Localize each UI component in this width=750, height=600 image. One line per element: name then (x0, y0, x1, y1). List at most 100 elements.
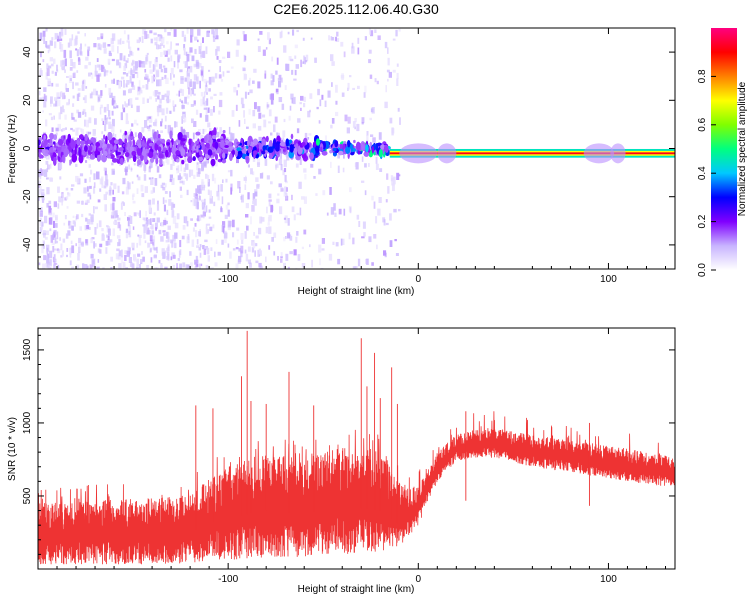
spectrogram-cell (182, 262, 186, 268)
spectrogram-cell (64, 127, 67, 130)
spectrogram-cell (117, 217, 121, 221)
spectrogram-cell (40, 52, 42, 58)
spectrogram-cell (257, 81, 261, 89)
spectrogram-cell (222, 226, 225, 234)
spectrogram-cell (108, 228, 111, 236)
spectrogram-cell (334, 140, 339, 148)
spectrogram-cell (186, 136, 188, 144)
spectrogram-cell (116, 151, 121, 155)
spectrogram-cell (63, 135, 66, 139)
spectrogram-cell (67, 42, 71, 48)
spectrogram-cell (88, 131, 92, 135)
spectrogram-cell (69, 247, 72, 255)
spectrogram-cell (93, 241, 95, 249)
spectrogram-cell (148, 177, 152, 180)
spectrogram-cell (309, 152, 314, 160)
spectrogram-cell (144, 224, 148, 231)
spectrogram-cell (299, 207, 302, 216)
spectrogram-cell (268, 38, 271, 45)
spectrogram-cell (222, 179, 224, 183)
spectrogram-cell (276, 198, 280, 204)
spectrogram-cell (321, 94, 324, 100)
spectrogram-cell (170, 73, 172, 80)
spectrogram-cell (273, 251, 276, 256)
spectrogram-cell (231, 219, 235, 228)
spectrogram-cell (69, 152, 73, 157)
spectrogram-cell (48, 147, 55, 153)
spectrogram-cell (188, 138, 192, 146)
spectrogram-cell (132, 154, 137, 162)
spectrogram-cell (122, 90, 126, 96)
spectrogram-cell (283, 168, 287, 173)
spectrogram-cell (104, 71, 108, 76)
spectrogram-cell (315, 193, 318, 196)
spectrogram-cell (136, 174, 139, 178)
colorbar-ticks: 0.00.20.40.60.8 (697, 69, 716, 277)
spectrogram-cell (128, 230, 130, 235)
spectrogram-cell (122, 134, 124, 141)
spectrogram-cell (266, 175, 270, 180)
spectrogram-cell (108, 52, 112, 56)
spectrogram-cell (195, 188, 198, 196)
spectrogram-cell (111, 127, 115, 132)
spectrogram-cell (241, 103, 245, 109)
spectrogram-cell (169, 130, 173, 139)
spectrogram-cell (52, 212, 55, 218)
spectrogram-cell (193, 174, 196, 179)
spectrogram-cell (216, 190, 219, 197)
spectrogram-cell (62, 128, 66, 131)
spectrogram-cell (256, 184, 260, 189)
spectrogram-cell (54, 97, 58, 101)
spectrogram-cell (174, 242, 177, 249)
spectrogram-cell (93, 43, 97, 48)
spectrogram-cell (160, 43, 164, 46)
spectrogram-cell (59, 38, 63, 41)
spectrogram-cell (39, 186, 42, 193)
spectrogram-cell (200, 184, 203, 191)
spectrogram-cell (189, 47, 193, 53)
spectrogram-cell (371, 107, 375, 114)
spectrogram-cell (361, 156, 364, 162)
spectrogram-cell (166, 90, 170, 96)
spectrogram-cell (245, 156, 249, 160)
spectrogram-cell (163, 219, 167, 226)
spectrogram-cell (139, 259, 143, 263)
spectrogram-cell (78, 58, 81, 65)
spectrogram-cell (179, 173, 181, 177)
spectrogram-cell (71, 225, 74, 231)
spectrogram-cell (266, 206, 268, 214)
spectrogram-cell (64, 58, 67, 67)
spectrogram-cell (207, 107, 210, 113)
spectrogram-cell (161, 161, 165, 166)
spectrogram-cell (79, 226, 82, 231)
spectrogram-cell (243, 110, 245, 118)
spectrogram-cell (196, 202, 199, 210)
spectrogram-cell (45, 230, 49, 235)
spectrogram-cell (399, 117, 401, 125)
spectrogram-cell (349, 75, 352, 78)
spectrogram-cell (285, 193, 288, 200)
spectrogram-cell (60, 28, 64, 36)
spectrogram-cell (154, 142, 159, 151)
spectrogram-cell (127, 181, 130, 189)
spectrogram-cell (126, 80, 130, 85)
spectrogram-cell (145, 74, 149, 79)
spectrogram-cell (280, 152, 282, 159)
spectrogram-cell (104, 168, 107, 176)
spectrogram-cell (335, 111, 339, 117)
spectrogram-cell (201, 76, 204, 82)
spectrogram-cell (341, 92, 345, 97)
spectrogram-cell (244, 231, 247, 239)
spectrogram-cell (375, 163, 379, 170)
spectrogram-cell (205, 92, 208, 95)
spectrogram-cell (94, 206, 98, 210)
spectrogram-cell (77, 31, 80, 34)
spectrogram-cell (49, 217, 53, 225)
spectrogram-cell (58, 99, 61, 107)
spectrogram-cell (186, 102, 189, 105)
spectrogram-cell (146, 265, 149, 269)
spectrogram-cell (199, 80, 201, 89)
spectrogram-cell (184, 217, 187, 224)
spectrogram-cell (255, 260, 259, 264)
spectrogram-cell (104, 84, 107, 88)
